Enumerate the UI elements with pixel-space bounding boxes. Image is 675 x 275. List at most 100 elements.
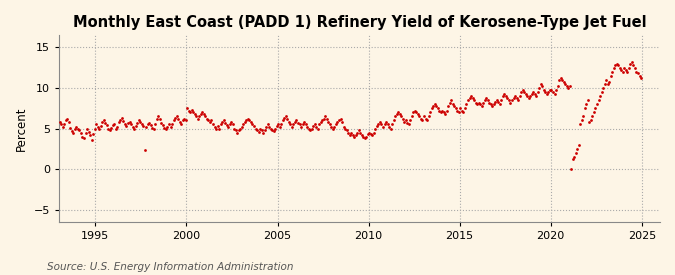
- Point: [165, 125, 176, 129]
- Point: [236, 125, 247, 129]
- Point: [70, 127, 80, 131]
- Point: [516, 90, 526, 94]
- Point: [214, 126, 225, 131]
- Point: [383, 125, 394, 129]
- Point: [511, 95, 522, 100]
- Point: [497, 94, 508, 98]
- Point: [78, 136, 89, 141]
- Point: [362, 132, 373, 136]
- Point: [596, 90, 607, 94]
- Point: [162, 125, 173, 129]
- Point: [389, 114, 400, 119]
- Point: [240, 120, 250, 124]
- Point: [618, 70, 628, 74]
- Point: [545, 87, 556, 92]
- Point: [543, 90, 554, 94]
- Point: [610, 63, 620, 68]
- Point: [576, 118, 587, 123]
- Point: [65, 125, 76, 130]
- Point: [579, 106, 590, 111]
- Point: [113, 120, 124, 124]
- Point: [583, 98, 593, 102]
- Point: [346, 130, 356, 135]
- Point: [119, 122, 130, 127]
- Point: [57, 125, 68, 129]
- Point: [321, 117, 332, 121]
- Point: [261, 125, 271, 129]
- Point: [412, 112, 423, 116]
- Point: [167, 122, 178, 127]
- Point: [323, 120, 333, 124]
- Point: [343, 130, 354, 135]
- Point: [438, 110, 449, 114]
- Point: [313, 126, 323, 131]
- Point: [426, 106, 437, 111]
- Point: [212, 124, 223, 128]
- Point: [95, 124, 106, 128]
- Point: [226, 120, 237, 124]
- Point: [248, 124, 259, 128]
- Point: [310, 125, 321, 129]
- Point: [59, 122, 70, 126]
- Point: [585, 118, 596, 123]
- Point: [218, 118, 229, 123]
- Point: [121, 124, 132, 128]
- Point: [97, 120, 107, 124]
- Point: [377, 125, 388, 129]
- Point: [558, 79, 569, 84]
- Point: [460, 106, 470, 111]
- Point: [375, 120, 385, 124]
- Point: [192, 117, 203, 121]
- Point: [541, 92, 552, 97]
- Point: [481, 95, 491, 100]
- Point: [242, 117, 253, 121]
- Point: [491, 98, 502, 102]
- Point: [115, 117, 126, 122]
- Point: [308, 124, 319, 128]
- Point: [533, 90, 543, 94]
- Point: [537, 84, 548, 89]
- Point: [319, 117, 329, 121]
- Point: [142, 122, 153, 127]
- Point: [392, 112, 402, 116]
- Point: [501, 94, 512, 98]
- Point: [273, 122, 284, 127]
- Point: [130, 124, 141, 128]
- Point: [246, 120, 256, 124]
- Point: [388, 118, 399, 123]
- Point: [499, 92, 510, 97]
- Point: [341, 128, 352, 132]
- Point: [337, 120, 348, 124]
- Point: [138, 124, 148, 128]
- Point: [566, 167, 576, 171]
- Point: [335, 117, 346, 121]
- Point: [444, 100, 455, 105]
- Point: [431, 104, 441, 108]
- Point: [223, 125, 234, 129]
- Point: [539, 87, 549, 92]
- Point: [105, 128, 115, 132]
- Point: [508, 95, 519, 100]
- Point: [531, 94, 542, 98]
- Point: [636, 76, 647, 81]
- Point: [282, 117, 293, 121]
- Point: [352, 130, 362, 135]
- Point: [101, 123, 112, 128]
- Point: [191, 114, 202, 119]
- Point: [66, 129, 77, 133]
- Point: [446, 98, 457, 102]
- Point: [513, 98, 524, 102]
- Point: [229, 126, 240, 131]
- Point: [628, 63, 639, 68]
- Point: [179, 117, 190, 121]
- Y-axis label: Percent: Percent: [15, 106, 28, 151]
- Point: [224, 122, 235, 127]
- Point: [117, 116, 128, 120]
- Point: [441, 109, 452, 113]
- Point: [370, 126, 381, 131]
- Point: [182, 106, 192, 111]
- Point: [473, 100, 484, 105]
- Point: [472, 102, 483, 106]
- Point: [435, 110, 446, 114]
- Point: [599, 82, 610, 86]
